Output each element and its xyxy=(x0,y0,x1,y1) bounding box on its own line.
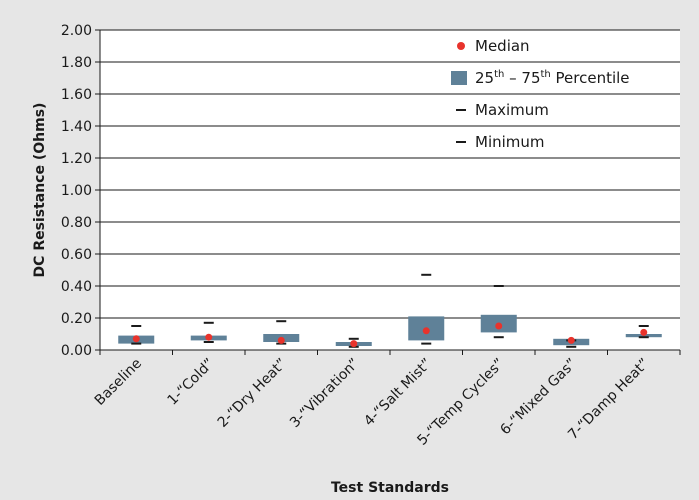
legend-median-marker xyxy=(457,42,465,50)
x-axis-title: Test Standards xyxy=(331,480,449,496)
y-tick-label: 0.80 xyxy=(61,215,92,231)
x-tick-label: 4-“Salt Mist” xyxy=(361,356,435,430)
median-marker xyxy=(423,327,430,334)
y-tick-label: 2.00 xyxy=(61,23,92,39)
y-tick-label: 1.20 xyxy=(61,151,92,167)
legend-label-part: th xyxy=(494,69,504,80)
y-tick-label: 1.60 xyxy=(61,87,92,103)
legend-box-marker xyxy=(451,71,467,85)
y-tick-label: 0.20 xyxy=(61,311,92,327)
y-tick-label: 0.40 xyxy=(61,279,92,295)
median-marker xyxy=(205,334,212,341)
x-tick-label: 6-“Mixed Gas” xyxy=(497,356,580,439)
y-axis-ticks: 0.00 0.20 0.40 0.60 0.80 1.00 1.20 1.40 1.60 1.80… xyxy=(61,23,100,359)
median-marker xyxy=(133,335,140,342)
x-tick-label: 1-“Cold” xyxy=(164,356,217,409)
legend-label: Maximum xyxy=(475,101,549,119)
legend-label: Minimum xyxy=(475,133,545,151)
legend-label-part: Percentile xyxy=(551,69,630,87)
legend-label-part: – 75 xyxy=(504,69,540,87)
median-marker xyxy=(350,340,357,347)
x-tick-label: 3-“Vibration” xyxy=(287,356,363,432)
x-tick-label: 7-“Damp Heat” xyxy=(565,356,652,443)
y-tick-label: 0.60 xyxy=(61,247,92,263)
median-marker xyxy=(495,323,502,330)
legend-label: Median xyxy=(475,37,530,55)
y-tick-label: 0.00 xyxy=(61,343,92,359)
y-tick-label: 1.40 xyxy=(61,119,92,135)
y-tick-label: 1.00 xyxy=(61,183,92,199)
x-tick-label: 2-“Dry Heat” xyxy=(215,356,290,431)
x-axis-ticks: Baseline 1-“Cold”2-“Dry Heat”3-“Vibration… xyxy=(92,350,680,449)
y-axis-title: DC Resistance (Ohms) xyxy=(32,103,48,278)
legend-label-part: 25 xyxy=(475,69,494,87)
median-marker xyxy=(278,337,285,344)
median-marker xyxy=(640,329,647,336)
median-marker xyxy=(568,337,575,344)
y-tick-label: 1.80 xyxy=(61,55,92,71)
legend-label-part: th xyxy=(540,69,550,80)
x-tick-label: Baseline xyxy=(92,356,145,409)
